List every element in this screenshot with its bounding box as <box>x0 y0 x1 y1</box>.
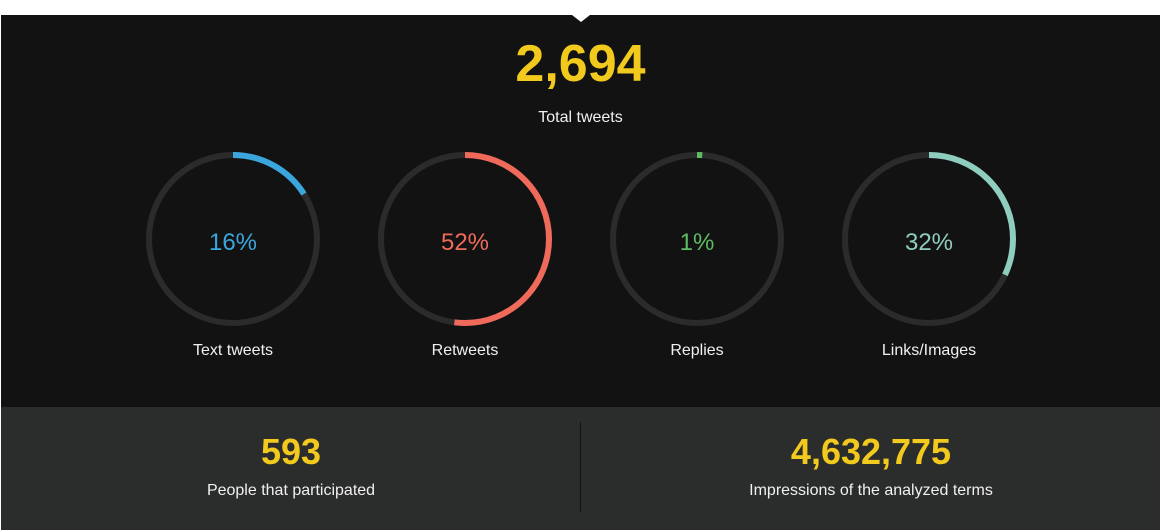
stats-divider <box>580 422 581 512</box>
donut-retweets: 52% <box>376 150 554 328</box>
pointer-arrow <box>572 15 590 22</box>
donut-chart-svg <box>146 152 320 326</box>
donut-label-replies: Replies <box>670 342 724 359</box>
donut-percent-text-tweets: 16% <box>208 229 258 256</box>
top-strip <box>0 0 1161 15</box>
donut-percent-replies: 1% <box>679 229 715 256</box>
participants-label: People that participated <box>206 482 376 499</box>
donut-arc-retweets <box>378 152 552 326</box>
donut-replies: 1% <box>608 150 786 328</box>
donut-text-tweets: 16% <box>144 150 322 328</box>
donut-arc-text-tweets <box>146 152 320 326</box>
donut-chart-svg <box>378 152 552 326</box>
donut-label-text-tweets: Text tweets <box>192 342 274 359</box>
donut-links-images: 32% <box>840 150 1018 328</box>
total-tweets-value: 2,694 <box>515 35 646 93</box>
donut-arc-replies <box>610 152 784 326</box>
donut-label-links-images: Links/Images <box>881 342 977 359</box>
donut-label-retweets: Retweets <box>431 342 499 359</box>
impressions-label: Impressions of the analyzed terms <box>749 482 993 499</box>
donut-arc-links-images <box>842 152 1016 326</box>
participants-value: 593 <box>260 431 322 472</box>
total-tweets-label: Total tweets <box>538 109 623 126</box>
donut-chart-svg <box>610 152 784 326</box>
participants-stat: 593 People that participated <box>1 430 581 502</box>
impressions-value: 4,632,775 <box>790 431 952 472</box>
donut-chart-svg <box>842 152 1016 326</box>
donut-percent-links-images: 32% <box>904 229 954 256</box>
impressions-stat: 4,632,775 Impressions of the analyzed te… <box>581 430 1161 502</box>
tweet-summary-panel <box>1 15 1160 407</box>
donut-percent-retweets: 52% <box>440 229 490 256</box>
